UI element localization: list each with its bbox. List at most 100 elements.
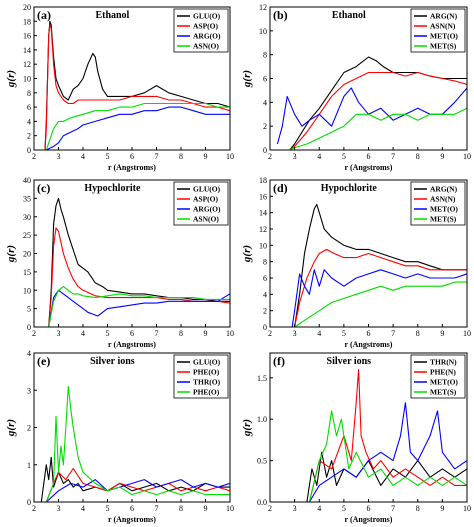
panel-title: Ethanol (332, 10, 366, 21)
x-tick-label: 3 (57, 504, 61, 513)
panel-title: Silver ions (327, 356, 372, 367)
x-tick-label: 6 (367, 329, 371, 338)
legend-entry: PHE(O) (193, 368, 220, 377)
x-tick-label: 6 (130, 329, 134, 338)
x-tick-label: 5 (342, 152, 346, 161)
series-line-2-3 (48, 286, 230, 327)
y-tick-label: 0 (263, 323, 267, 332)
y-tick-label: 0 (27, 146, 31, 155)
x-tick-label: 7 (391, 504, 395, 513)
panel-label: (f) (273, 354, 285, 368)
y-tick-label: 4 (263, 290, 267, 299)
y-tick-label: 4 (263, 98, 267, 107)
y-tick-label: 20 (23, 250, 31, 259)
legend-entry: MET(S) (430, 215, 457, 224)
panel-label: (a) (37, 8, 51, 22)
y-tick-label: 1.0 (257, 415, 267, 424)
legend: ARG(N)ASN(N)MET(O)MET(S) (410, 181, 466, 226)
y-tick-label: 8 (263, 258, 267, 267)
x-tick-label: 6 (367, 504, 371, 513)
panel-label: (b) (273, 8, 288, 22)
y-tick-label: 0 (263, 146, 267, 155)
x-tick-label: 2 (32, 329, 36, 338)
y-tick-label: 14 (23, 46, 31, 55)
y-tick-label: 6 (27, 103, 31, 112)
y-tick-label: 35 (23, 194, 31, 203)
x-axis-label: r (Angstroms) (108, 163, 156, 172)
y-tick-label: 6 (263, 75, 267, 84)
series-line-1-1 (289, 71, 467, 150)
legend-entry: ASN(N) (430, 22, 456, 31)
y-tick-label: 4 (27, 117, 31, 126)
x-tick-label: 5 (342, 329, 346, 338)
series-line-5-1 (308, 369, 467, 502)
legend: GLU(O)ASP(O)ARG(O)ASN(O) (173, 181, 229, 226)
legend-entry: GLU(O) (193, 185, 221, 194)
x-tick-label: 10 (226, 152, 234, 161)
x-tick-label: 4 (317, 152, 321, 161)
x-tick-label: 2 (32, 152, 36, 161)
x-axis-label: r (Angstroms) (108, 515, 156, 524)
panel-label: (c) (37, 181, 50, 195)
series-line-4-3 (45, 385, 230, 502)
y-tick-label: 10 (259, 241, 267, 250)
series-line-4-0 (40, 456, 230, 502)
y-tick-label: 20 (23, 3, 31, 12)
y-tick-label: 6 (263, 274, 267, 283)
y-tick-label: 18 (23, 17, 31, 26)
x-axis-label: r (Angstroms) (345, 515, 393, 524)
panel-c: 2 3 4 5 6 7 8 9 10 0 5 10 15 20 25 30 35 40 (c) Hypochlorit… (5, 176, 234, 349)
legend: ARG(N)ASN(N)MET(O)MET(S) (410, 8, 466, 53)
x-tick-label: 9 (204, 152, 208, 161)
y-tick-label: 2 (263, 307, 267, 316)
series-line-3-3 (294, 281, 467, 327)
series-line-3-1 (294, 248, 467, 327)
y-axis-label: g(r) (241, 245, 253, 263)
x-tick-label: 9 (204, 329, 208, 338)
y-axis-label: g(r) (5, 70, 17, 88)
legend-entry: ASN(N) (430, 195, 456, 204)
x-axis-label: r (Angstroms) (108, 340, 156, 349)
y-tick-label: 1 (27, 461, 31, 470)
panel-title: Silver ions (90, 356, 135, 367)
y-tick-label: 1.5 (257, 374, 267, 383)
x-tick-label: 8 (416, 504, 420, 513)
series-line-2-1 (48, 227, 230, 327)
x-tick-label: 7 (391, 152, 395, 161)
series-line-1-2 (276, 87, 467, 145)
y-tick-label: 14 (259, 209, 267, 218)
y-tick-label: 12 (23, 60, 31, 69)
x-tick-label: 2 (268, 504, 272, 513)
y-tick-label: 30 (23, 213, 31, 222)
y-axis-label: g(r) (241, 70, 253, 88)
x-tick-label: 10 (226, 504, 234, 513)
y-axis-label: g(r) (5, 245, 17, 263)
legend-entry: GLU(O) (193, 12, 221, 21)
x-tick-label: 8 (416, 329, 420, 338)
x-axis-label: r (Angstroms) (345, 163, 393, 172)
y-tick-label: 0 (27, 323, 31, 332)
x-tick-label: 3 (57, 152, 61, 161)
x-tick-label: 3 (293, 152, 297, 161)
y-tick-label: 4 (27, 349, 31, 358)
x-tick-label: 8 (179, 152, 183, 161)
y-tick-label: 15 (23, 268, 31, 277)
y-axis-label: g(r) (5, 419, 17, 437)
series-line-5-2 (308, 402, 467, 502)
x-tick-label: 4 (317, 504, 321, 513)
series-line-0-3 (45, 102, 230, 150)
x-tick-label: 8 (179, 504, 183, 513)
series-line-3-0 (294, 203, 467, 327)
series-line-5-3 (308, 410, 467, 502)
x-tick-label: 7 (155, 504, 159, 513)
x-tick-label: 6 (130, 152, 134, 161)
x-tick-label: 4 (81, 504, 85, 513)
panel-f: 2 3 4 5 6 7 8 9 10 0.0 0.5 1.0 1.5 (f) Silver ions g(r)… (241, 352, 471, 524)
legend-entry: THR(N) (430, 358, 457, 367)
x-tick-label: 7 (391, 329, 395, 338)
y-tick-label: 25 (23, 231, 31, 240)
x-tick-label: 4 (81, 152, 85, 161)
